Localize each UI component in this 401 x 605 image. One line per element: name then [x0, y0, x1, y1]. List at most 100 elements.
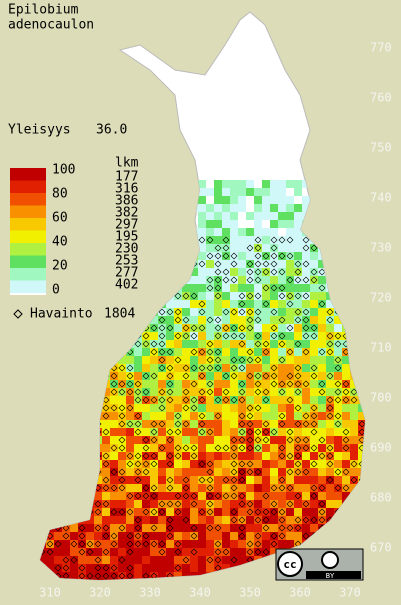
cell	[310, 364, 318, 372]
cell	[310, 388, 318, 396]
cell	[190, 412, 198, 420]
cell	[326, 476, 334, 484]
cell	[158, 484, 166, 492]
observation	[214, 244, 222, 252]
cell	[118, 572, 126, 580]
cell	[334, 444, 342, 452]
observation	[158, 340, 166, 348]
cell	[270, 428, 278, 436]
cell	[294, 516, 302, 524]
observation	[190, 404, 198, 412]
cell	[102, 460, 110, 468]
cell	[342, 412, 350, 420]
cell	[150, 564, 158, 572]
observation	[326, 452, 334, 460]
observation	[126, 420, 134, 428]
cell	[270, 316, 278, 324]
observation	[150, 324, 158, 332]
cell	[158, 428, 166, 436]
cell	[246, 412, 254, 420]
observation	[342, 484, 350, 492]
cell	[214, 236, 222, 244]
cell	[86, 564, 94, 572]
observation	[150, 348, 158, 356]
cell	[286, 428, 294, 436]
observation	[214, 316, 222, 324]
cell	[238, 508, 246, 516]
cell	[214, 468, 222, 476]
cell	[190, 340, 198, 348]
cell	[118, 484, 126, 492]
observation	[294, 340, 302, 348]
north-coordinate: 760	[370, 91, 392, 105]
observation	[166, 388, 174, 396]
cell	[246, 244, 254, 252]
cell	[222, 412, 230, 420]
observation	[182, 420, 190, 428]
observation	[94, 564, 102, 572]
cell	[142, 444, 150, 452]
cell	[214, 532, 222, 540]
cell	[318, 444, 326, 452]
cell	[302, 500, 310, 508]
legend-swatch	[10, 268, 46, 281]
observation	[278, 356, 286, 364]
cell	[198, 340, 206, 348]
cell	[334, 356, 342, 364]
cell	[206, 252, 214, 260]
cell	[286, 372, 294, 380]
cell	[230, 396, 238, 404]
cell	[150, 444, 158, 452]
cell	[94, 532, 102, 540]
observation	[278, 420, 286, 428]
observation	[270, 380, 278, 388]
cell	[278, 308, 286, 316]
observation	[262, 428, 270, 436]
cell	[126, 500, 134, 508]
observation	[86, 548, 94, 556]
observation	[158, 308, 166, 316]
cell	[70, 532, 78, 540]
observation	[246, 444, 254, 452]
observation	[174, 292, 182, 300]
cell	[134, 484, 142, 492]
cell	[294, 524, 302, 532]
cell	[110, 396, 118, 404]
cell	[190, 516, 198, 524]
cell	[342, 492, 350, 500]
cell	[150, 340, 158, 348]
cell	[102, 428, 110, 436]
observation	[294, 308, 302, 316]
observation	[174, 452, 182, 460]
observation	[40, 548, 46, 556]
cell	[230, 332, 238, 340]
cell	[174, 300, 182, 308]
cell	[238, 340, 246, 348]
observation	[278, 292, 286, 300]
cell	[62, 540, 70, 548]
cell	[254, 244, 262, 252]
observation	[150, 508, 158, 516]
cell	[294, 532, 302, 540]
cell	[254, 420, 262, 428]
cell	[182, 516, 190, 524]
observation	[158, 388, 166, 396]
observation	[270, 308, 278, 316]
cell	[214, 500, 222, 508]
cell	[158, 540, 166, 548]
cell	[310, 292, 318, 300]
cell	[134, 516, 142, 524]
cell	[270, 196, 278, 204]
cell	[318, 348, 326, 356]
cell	[118, 468, 126, 476]
cell	[238, 492, 246, 500]
cell	[102, 556, 110, 564]
cell	[294, 252, 302, 260]
cell	[294, 260, 302, 268]
cell	[190, 428, 198, 436]
observation	[198, 388, 206, 396]
observation	[126, 404, 134, 412]
cell	[294, 388, 302, 396]
cell	[278, 524, 286, 532]
cell	[174, 444, 182, 452]
